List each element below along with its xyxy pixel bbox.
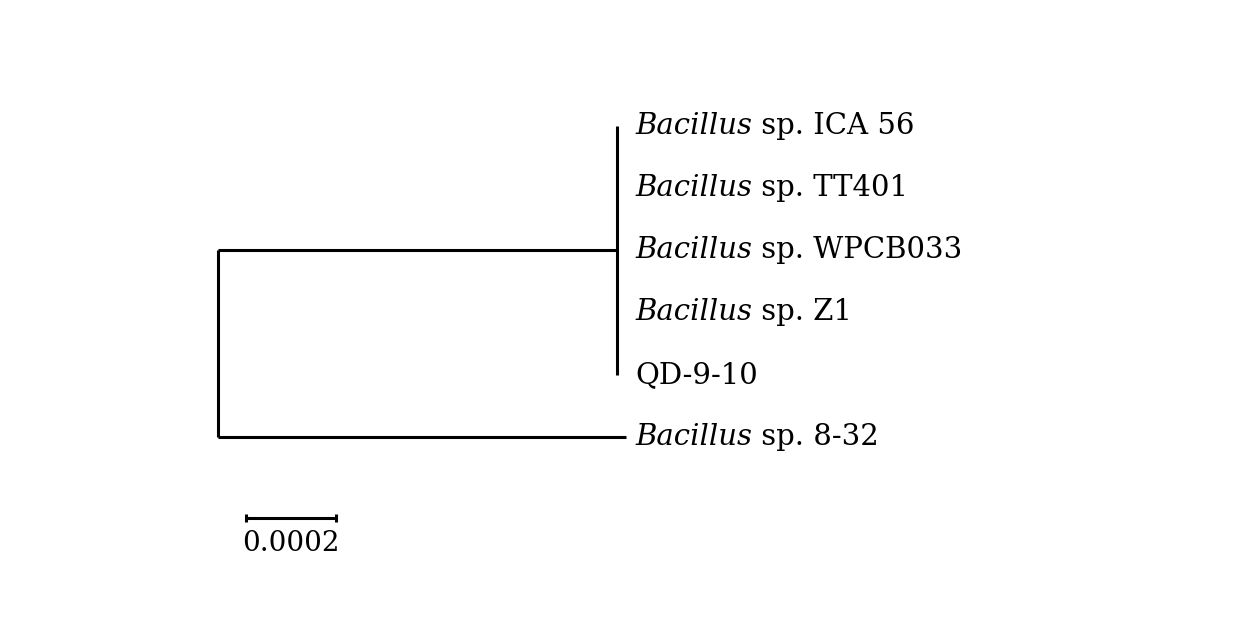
Text: sp. ICA 56: sp. ICA 56 (753, 112, 915, 139)
Text: sp. TT401: sp. TT401 (753, 174, 909, 202)
Text: sp. 8-32: sp. 8-32 (753, 423, 879, 451)
Text: QD-9-10: QD-9-10 (635, 361, 758, 389)
Text: Bacillus: Bacillus (635, 112, 753, 139)
Text: Bacillus: Bacillus (635, 298, 753, 326)
Text: 0.0002: 0.0002 (242, 531, 340, 557)
Text: Bacillus: Bacillus (635, 174, 753, 202)
Text: sp. WPCB033: sp. WPCB033 (753, 236, 962, 264)
Text: Bacillus: Bacillus (635, 236, 753, 264)
Text: sp. Z1: sp. Z1 (753, 298, 852, 326)
Text: Bacillus: Bacillus (635, 423, 753, 451)
